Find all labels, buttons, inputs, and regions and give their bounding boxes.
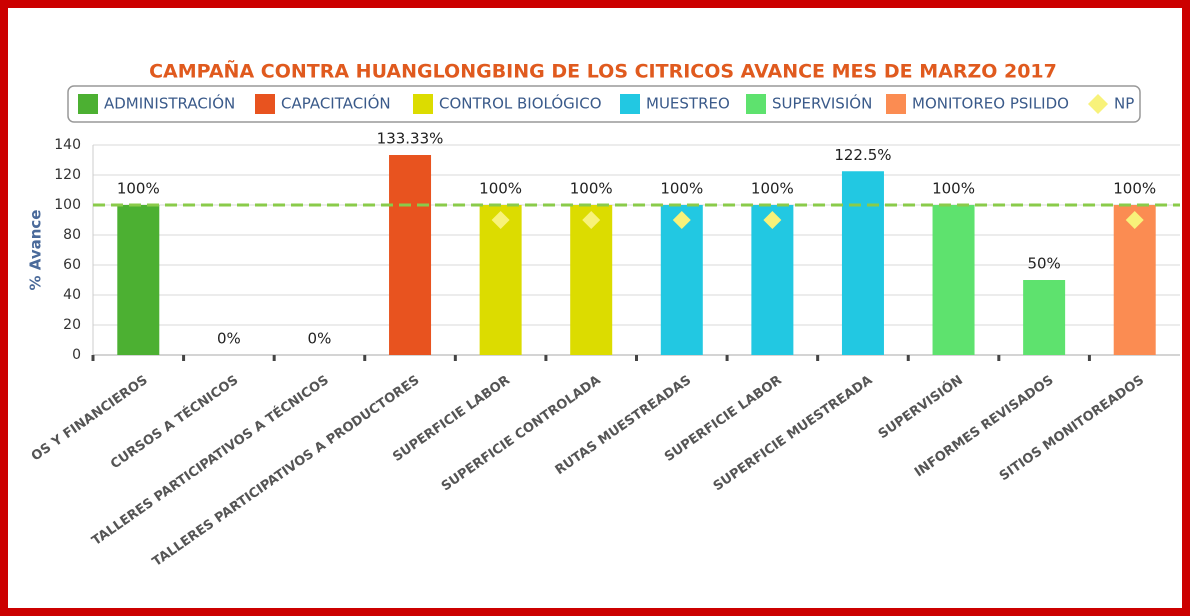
data-label: 122.5% — [834, 146, 891, 164]
y-tick-label: 0 — [72, 347, 81, 363]
legend-label: ADMINISTRACIÓN — [104, 94, 235, 113]
bar — [117, 205, 160, 355]
data-label: 100% — [117, 180, 160, 198]
legend-swatch — [620, 94, 640, 114]
legend-swatch — [413, 94, 433, 114]
data-label: 100% — [751, 180, 794, 198]
legend-swatch — [1088, 94, 1108, 114]
data-label: 100% — [660, 180, 703, 198]
legend-label: MUESTREO — [646, 95, 730, 113]
data-label: 100% — [1113, 180, 1156, 198]
legend-swatch — [746, 94, 766, 114]
legend-label: MONITOREO PSILIDO — [912, 95, 1069, 113]
legend-box — [67, 85, 1141, 123]
np-marker — [763, 211, 782, 229]
y-tick-label: 20 — [63, 317, 81, 333]
y-axis-label: % Avance — [27, 210, 45, 291]
y-tick-label: 120 — [54, 167, 81, 183]
legend-label: SUPERVISIÓN — [772, 94, 872, 113]
legend-swatch — [78, 94, 98, 114]
data-label: 100% — [479, 180, 522, 198]
y-tick-label: 100 — [54, 197, 81, 213]
bar — [660, 205, 703, 355]
data-label: 0% — [217, 330, 241, 348]
legend-label: NP — [1114, 95, 1134, 113]
bar — [1023, 280, 1066, 355]
legend-swatch — [886, 94, 906, 114]
bar — [841, 171, 884, 355]
np-marker — [491, 211, 510, 229]
y-tick-label: 40 — [63, 287, 81, 303]
y-tick-label: 140 — [54, 137, 81, 153]
legend-label: CAPACITACIÓN — [281, 94, 391, 113]
np-marker — [582, 211, 601, 229]
data-label: 0% — [308, 330, 332, 348]
np-marker — [672, 211, 691, 229]
bar — [1113, 205, 1156, 355]
chart-title: CAMPAÑA CONTRA HUANGLONGBING DE LOS CITR… — [149, 59, 1057, 83]
y-tick-label: 80 — [63, 227, 81, 243]
legend-swatch — [255, 94, 275, 114]
data-label: 50% — [1027, 255, 1060, 273]
bar — [570, 205, 613, 355]
bar — [479, 205, 522, 355]
bar — [389, 155, 432, 355]
bar — [932, 205, 975, 355]
data-label: 133.33% — [377, 130, 444, 148]
y-tick-label: 60 — [63, 257, 81, 273]
legend-label: CONTROL BIOLÓGICO — [439, 94, 602, 113]
bar — [751, 205, 794, 355]
np-marker — [1125, 211, 1144, 229]
data-label: 100% — [570, 180, 613, 198]
data-label: 100% — [932, 180, 975, 198]
